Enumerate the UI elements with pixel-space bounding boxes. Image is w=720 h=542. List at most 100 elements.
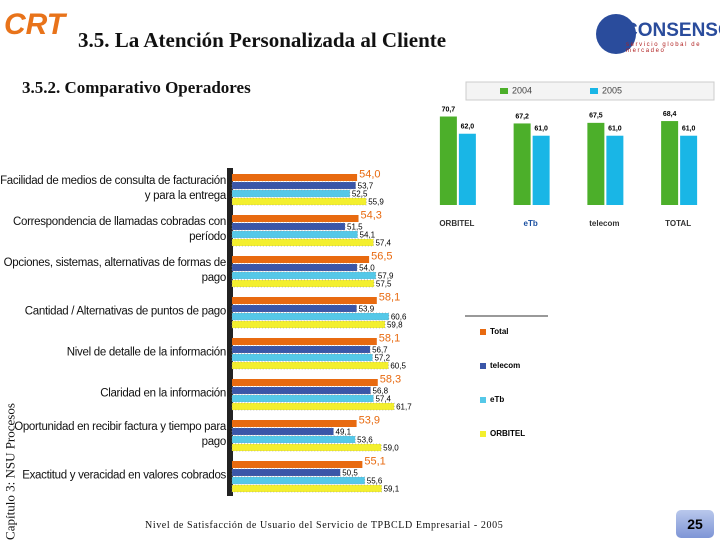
y-tick-label: Cantidad / Alternativas de puntos de pag… <box>24 305 227 317</box>
bar <box>231 361 389 370</box>
value-label: 51,5 <box>347 223 363 232</box>
legend-label: 2004 <box>512 85 532 95</box>
value-label: 56,7 <box>372 346 388 355</box>
value-label: 49,1 <box>336 428 352 437</box>
bar <box>232 174 358 181</box>
bar <box>231 427 334 436</box>
legend-swatch <box>480 363 486 369</box>
value-label: 61,0 <box>682 126 696 133</box>
bar <box>680 135 698 205</box>
value-label: 54,0 <box>359 168 380 180</box>
value-label: 53,9 <box>359 305 375 314</box>
bar <box>231 468 341 477</box>
bar <box>232 461 363 468</box>
y-tick-label: Nivel de detalle de la información <box>66 346 227 358</box>
value-label: 62,0 <box>461 124 475 131</box>
value-label: 58,1 <box>379 291 400 303</box>
value-label: 70,7 <box>442 106 456 113</box>
bar <box>458 133 476 205</box>
legend-swatch <box>480 397 486 403</box>
bar <box>231 386 371 395</box>
bar <box>231 238 374 247</box>
value-label: 58,3 <box>380 373 401 385</box>
bar <box>232 256 370 263</box>
value-label: 61,0 <box>608 126 622 133</box>
value-label: 55,9 <box>368 198 384 207</box>
value-label: 58,1 <box>379 332 400 344</box>
bar <box>231 353 373 362</box>
bar <box>231 345 371 354</box>
bar <box>231 181 356 190</box>
legend-label: Total <box>490 327 509 336</box>
value-label: 55,1 <box>364 455 385 467</box>
value-label: 59,1 <box>384 485 400 494</box>
legend-swatch <box>500 88 508 94</box>
brand-icon <box>596 14 636 54</box>
bar <box>231 230 358 239</box>
x-tick-label: ORBITEL <box>439 219 474 228</box>
bar <box>231 189 351 198</box>
bar <box>231 312 390 321</box>
bar <box>231 476 366 485</box>
y-tick-label: Claridad en la información <box>100 387 226 399</box>
legend-swatch <box>480 329 486 335</box>
legend-label: 2005 <box>602 85 622 95</box>
legend-label: eTb <box>490 395 504 404</box>
value-label: 53,9 <box>359 414 380 426</box>
value-label: 56,8 <box>373 387 389 396</box>
value-label: 50,5 <box>342 469 358 478</box>
value-label: 55,6 <box>367 477 383 486</box>
y-tick-label: Oportunidad en recibir factura y tiempo … <box>14 420 226 448</box>
subtitle: 3.5.2. Comparativo Operadores <box>22 78 251 97</box>
bar <box>231 263 358 272</box>
y-tick-label: Facilidad de medios de consulta de factu… <box>0 174 226 202</box>
bar <box>232 420 357 427</box>
legend-label: telecom <box>490 361 520 370</box>
value-label: 67,5 <box>589 113 603 120</box>
x-tick-label: eTb <box>524 219 538 228</box>
y-tick-label: Opciones, sistemas, alternativas de form… <box>3 256 227 284</box>
page-number: 25 <box>676 510 714 538</box>
value-label: 57,4 <box>375 395 391 404</box>
axis <box>227 168 233 496</box>
bar <box>231 279 375 288</box>
value-label: 53,6 <box>357 436 373 445</box>
bar <box>606 135 624 205</box>
bar <box>661 121 679 205</box>
bar <box>231 394 374 403</box>
bar <box>513 123 531 205</box>
bar <box>232 338 377 345</box>
logo: CRT <box>4 8 66 41</box>
value-label: 52,5 <box>352 190 368 199</box>
value-label: 57,9 <box>378 272 394 281</box>
bar <box>232 379 378 386</box>
bar <box>439 116 457 205</box>
bar <box>231 435 356 444</box>
x-tick-label: telecom <box>589 219 619 228</box>
value-label: 53,7 <box>358 182 374 191</box>
value-label: 61,7 <box>396 403 412 412</box>
x-tick-label: TOTAL <box>665 219 691 228</box>
y-tick-label: Exactitud y veracidad en valores cobrado… <box>22 469 226 481</box>
bar <box>231 197 367 206</box>
value-label: 54,1 <box>360 231 376 240</box>
value-label: 59,0 <box>383 444 399 453</box>
bar <box>231 402 395 411</box>
bar <box>532 135 550 205</box>
bar <box>232 215 359 222</box>
value-label: 61,0 <box>534 126 548 133</box>
bar <box>231 271 377 280</box>
value-label: 57,5 <box>376 280 392 289</box>
tagline: servicio global de mercadeo <box>626 42 702 54</box>
value-label: 68,4 <box>663 111 677 118</box>
bar <box>231 484 382 493</box>
value-label: 60,5 <box>390 362 406 371</box>
value-label: 54,0 <box>359 264 375 273</box>
value-label: 56,5 <box>371 250 392 262</box>
value-label: 57,2 <box>374 354 390 363</box>
legend-swatch <box>590 88 598 94</box>
bar <box>231 443 382 452</box>
bar <box>231 320 386 329</box>
